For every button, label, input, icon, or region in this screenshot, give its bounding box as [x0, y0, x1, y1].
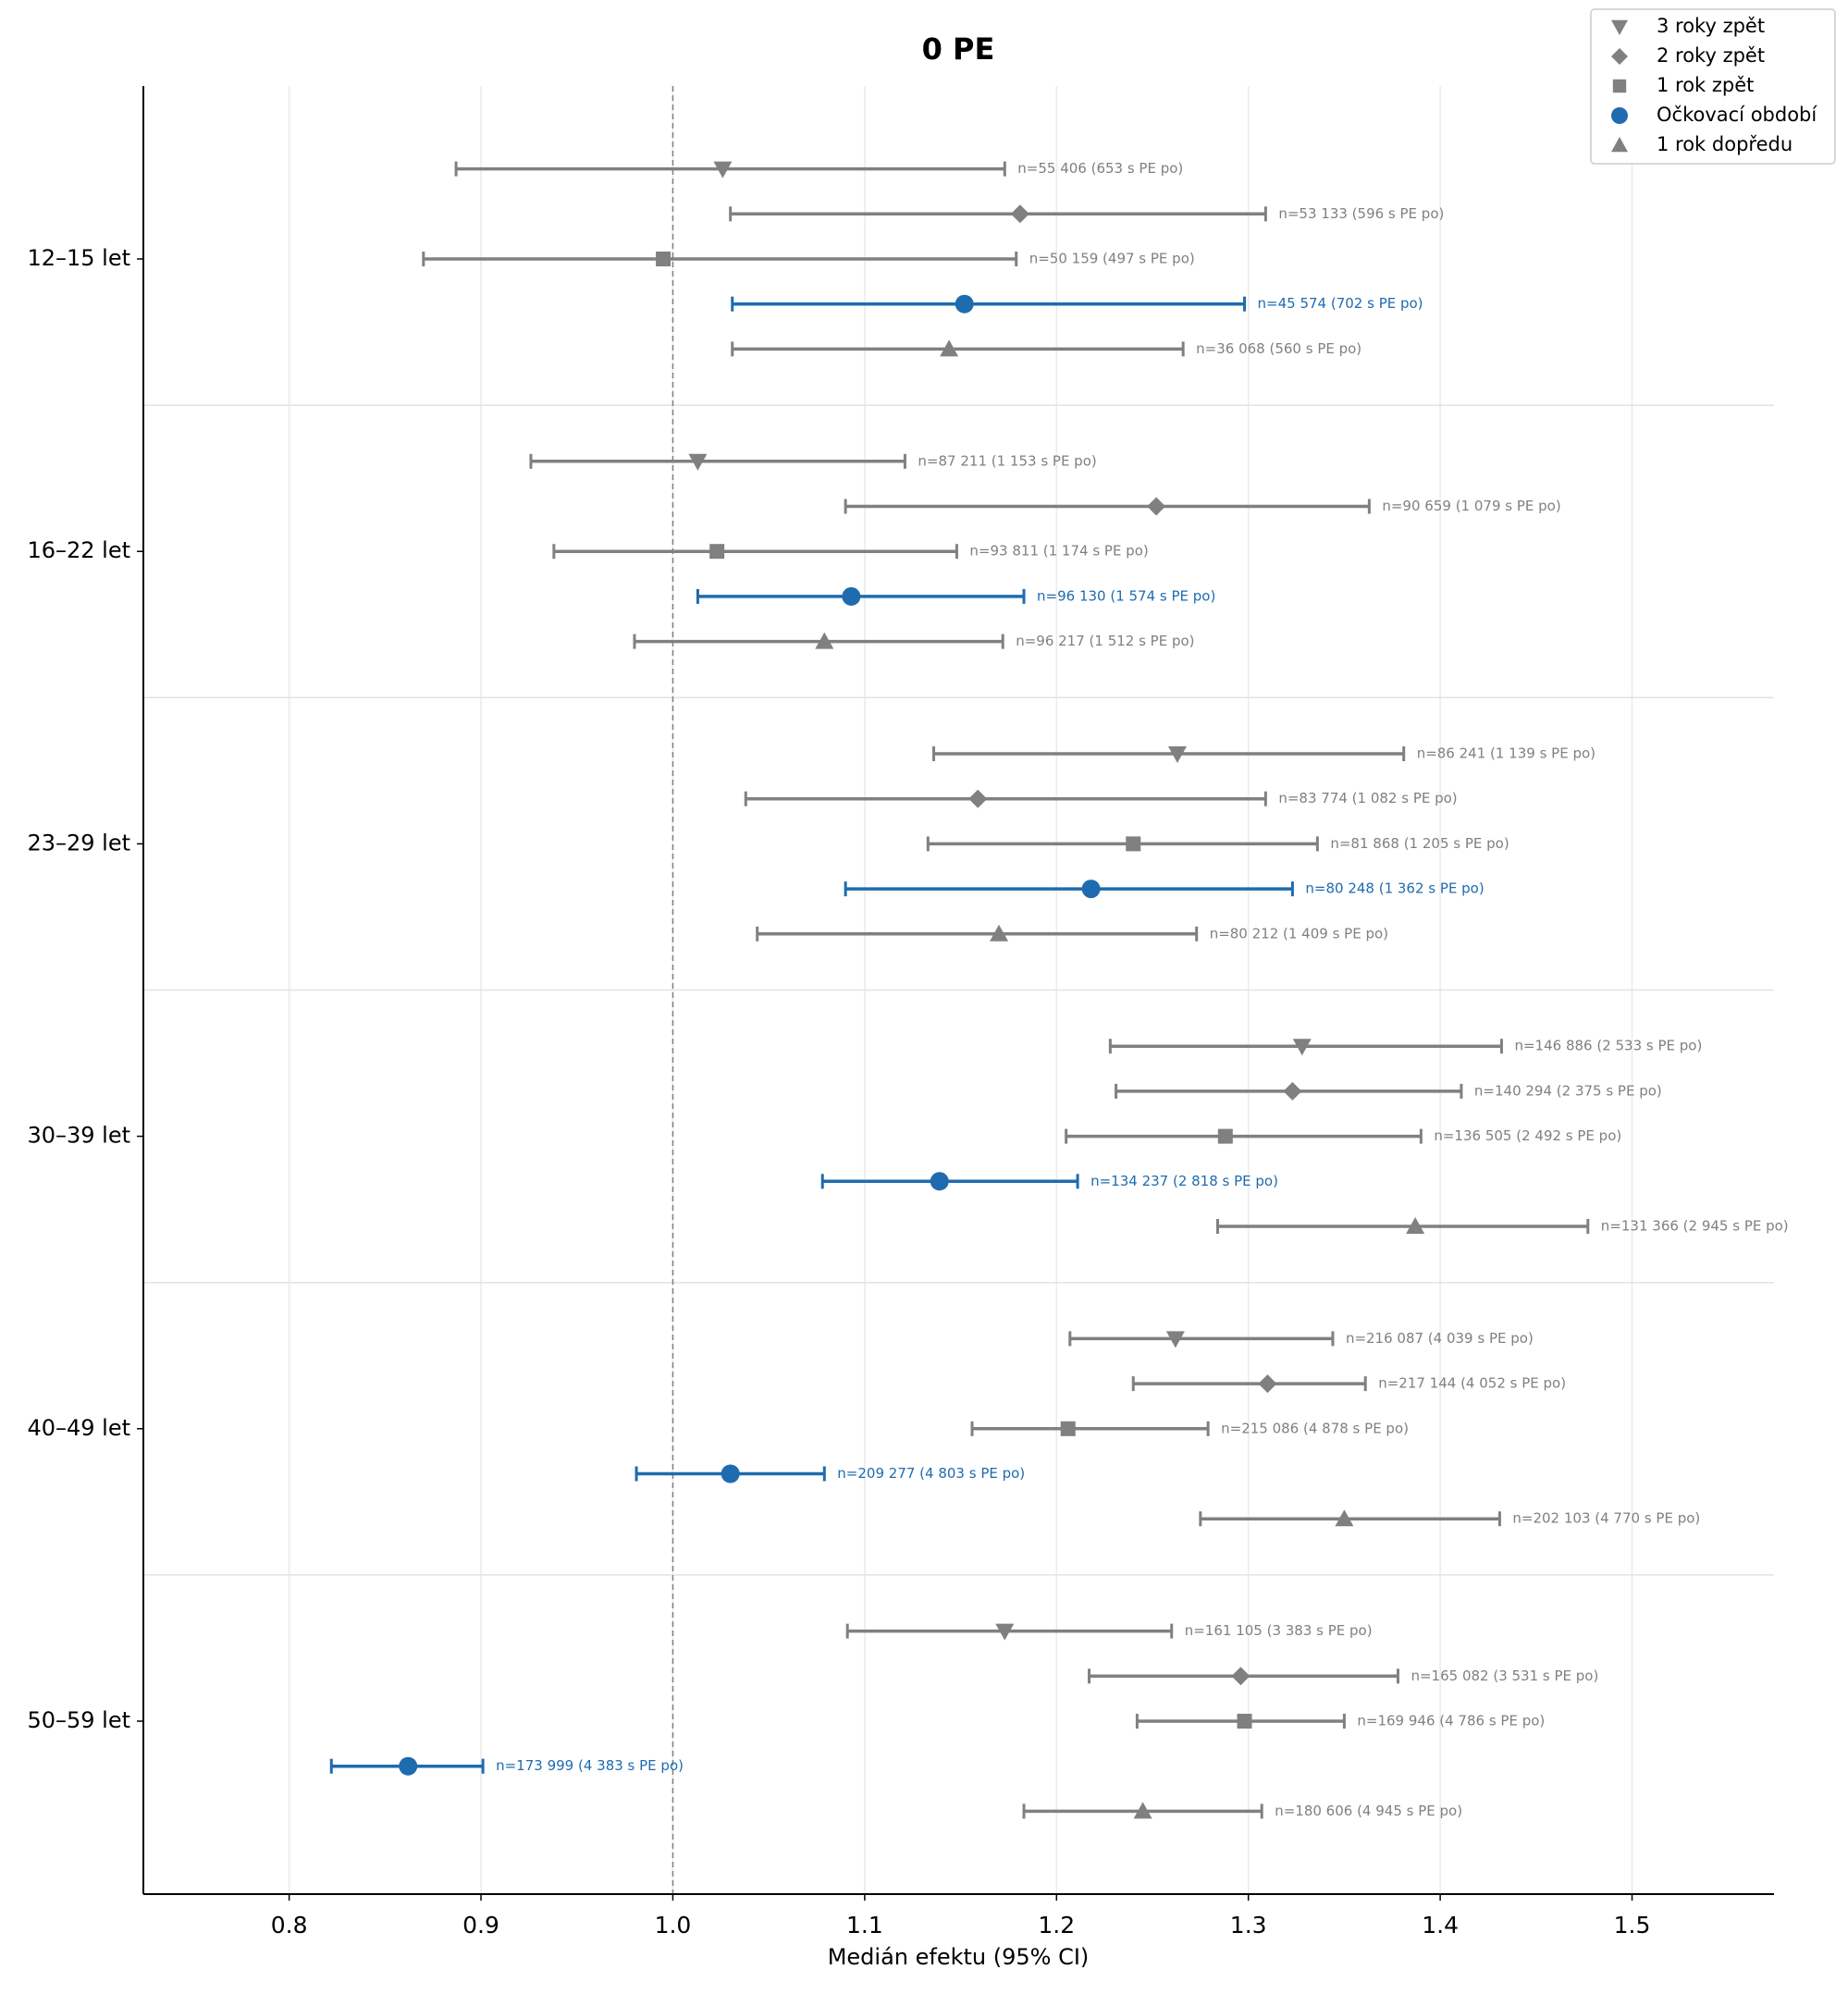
data-label: n=173 999 (4 383 s PE po)	[496, 1757, 684, 1774]
median-marker	[1258, 1374, 1277, 1394]
median-marker	[995, 1623, 1015, 1641]
data-label: n=140 294 (2 375 s PE po)	[1474, 1082, 1662, 1099]
legend-label: 2 roky zpět	[1657, 44, 1765, 67]
x-tick-label: 0.9	[462, 1912, 499, 1939]
median-marker	[656, 252, 671, 266]
data-label: n=209 277 (4 803 s PE po)	[837, 1465, 1025, 1482]
median-marker	[1406, 1216, 1425, 1234]
median-marker	[1147, 497, 1166, 516]
legend-marker	[1611, 19, 1628, 35]
median-marker	[1217, 1128, 1233, 1144]
legend-label: 1 rok zpět	[1657, 74, 1754, 96]
median-marker	[1237, 1714, 1252, 1729]
y-tick-label: 50–59 let	[27, 1707, 130, 1733]
x-tick-label: 1.3	[1230, 1912, 1267, 1939]
median-marker	[1231, 1667, 1250, 1686]
legend-marker	[1611, 48, 1628, 65]
median-marker	[688, 453, 708, 471]
data-label: n=96 130 (1 574 s PE po)	[1037, 587, 1215, 604]
median-marker	[1283, 1081, 1302, 1101]
legend-box	[1590, 8, 1836, 165]
data-label: n=134 237 (2 818 s PE po)	[1090, 1173, 1278, 1189]
legend-label: Očkovací období	[1657, 104, 1817, 126]
y-tick-label: 23–29 let	[27, 830, 130, 855]
legend: 3 roky zpět 2 roky zpět 1 rok zpět Očkovací…	[1590, 8, 1836, 165]
data-label: n=53 133 (596 s PE po)	[1278, 205, 1444, 222]
legend-marker	[1612, 79, 1627, 93]
legend-marker	[1611, 107, 1628, 124]
data-label: n=136 505 (2 492 s PE po)	[1434, 1127, 1621, 1144]
x-tick-label: 1.4	[1422, 1912, 1459, 1939]
legend-label: 1 rok dopředu	[1657, 133, 1793, 155]
y-tick-label: 16–22 let	[27, 537, 130, 563]
x-tick-label: 1.5	[1614, 1912, 1651, 1939]
median-marker	[955, 294, 974, 314]
data-label: n=146 886 (2 533 s PE po)	[1514, 1038, 1702, 1054]
x-tick-label: 1.2	[1038, 1912, 1075, 1939]
legend-label: 3 roky zpět	[1657, 15, 1765, 37]
median-marker	[815, 632, 834, 649]
median-marker	[721, 1464, 740, 1483]
data-label: n=50 159 (497 s PE po)	[1029, 251, 1195, 267]
x-tick-label: 1.0	[655, 1912, 692, 1939]
data-label: n=180 606 (4 945 s PE po)	[1275, 1803, 1462, 1819]
median-marker	[1292, 1039, 1312, 1056]
median-marker	[930, 1172, 949, 1191]
y-tick-label: 30–39 let	[27, 1123, 130, 1149]
median-marker	[968, 789, 988, 808]
data-label: n=90 659 (1 079 s PE po)	[1382, 498, 1560, 514]
data-label: n=96 217 (1 512 s PE po)	[1016, 633, 1194, 649]
median-marker	[1081, 880, 1101, 899]
data-label: n=165 082 (3 531 s PE po)	[1411, 1668, 1598, 1684]
median-marker	[1167, 746, 1187, 764]
data-label: n=81 868 (1 205 s PE po)	[1330, 835, 1509, 852]
median-marker	[1165, 1331, 1185, 1348]
data-label: n=216 087 (4 039 s PE po)	[1346, 1330, 1534, 1347]
data-label: n=202 103 (4 770 s PE po)	[1512, 1510, 1700, 1527]
x-tick-label: 0.8	[271, 1912, 308, 1939]
data-label: n=131 366 (2 945 s PE po)	[1601, 1217, 1789, 1234]
data-label: n=93 811 (1 174 s PE po)	[969, 543, 1148, 560]
data-label: n=45 574 (702 s PE po)	[1258, 295, 1423, 312]
y-tick-label: 40–49 let	[27, 1415, 130, 1441]
data-label: n=217 144 (4 052 s PE po)	[1378, 1375, 1566, 1392]
data-label: n=161 105 (3 383 s PE po)	[1185, 1622, 1373, 1639]
x-tick-label: 1.1	[846, 1912, 883, 1939]
data-label: n=55 406 (653 s PE po)	[1017, 160, 1183, 177]
data-label: n=80 248 (1 362 s PE po)	[1305, 880, 1484, 897]
median-marker	[399, 1756, 418, 1776]
median-marker	[1133, 1802, 1152, 1819]
median-marker	[713, 161, 733, 178]
chart-title: 0 PE	[922, 31, 995, 67]
median-marker	[709, 544, 725, 560]
median-marker	[990, 924, 1009, 942]
data-label: n=36 068 (560 s PE po)	[1196, 340, 1361, 357]
median-marker	[940, 339, 959, 357]
median-marker	[842, 586, 861, 606]
median-marker	[1335, 1509, 1354, 1527]
median-marker	[1126, 836, 1141, 852]
data-label: n=215 086 (4 878 s PE po)	[1221, 1420, 1409, 1436]
data-label: n=87 211 (1 153 s PE po)	[918, 452, 1096, 469]
y-tick-label: 12–15 let	[27, 245, 130, 271]
median-marker	[1010, 204, 1029, 224]
data-label: n=169 946 (4 786 s PE po)	[1357, 1713, 1545, 1729]
median-marker	[1060, 1421, 1076, 1436]
data-label: n=86 241 (1 139 s PE po)	[1417, 745, 1595, 762]
data-label: n=80 212 (1 409 s PE po)	[1210, 925, 1388, 942]
x-axis-label: Medián efektu (95% CI)	[828, 1944, 1090, 1970]
data-label: n=83 774 (1 082 s PE po)	[1278, 790, 1457, 806]
legend-marker	[1611, 137, 1628, 153]
